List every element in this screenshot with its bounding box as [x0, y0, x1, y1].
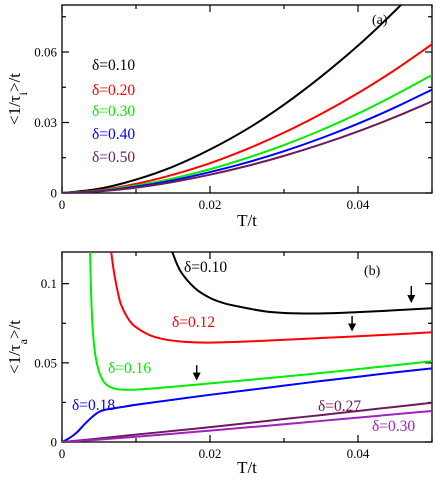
series-line-delta-0.27 — [62, 401, 432, 442]
x-tick-label: 0.02 — [199, 446, 222, 461]
y-tick-label: 0 — [51, 435, 58, 450]
legend-entry-delta-0.10: δ=0.10 — [92, 57, 135, 74]
panel-a-x-axis-label: T/t — [237, 211, 257, 230]
legend-entry-delta-0.40: δ=0.40 — [92, 126, 135, 143]
curve-label-delta-0.16: δ=0.16 — [108, 360, 151, 377]
series-line-delta-0.50 — [62, 100, 432, 193]
panel-b-arrows — [192, 286, 416, 381]
legend-entry-delta-0.50: δ=0.50 — [92, 149, 135, 166]
panel-a-label: (a) — [372, 13, 388, 28]
panel-a-ticks: 0 0.02 0.04 0 0.03 0.06 — [34, 5, 433, 212]
curve-label-delta-0.10: δ=0.10 — [184, 259, 227, 276]
series-line-delta-0.30 — [62, 409, 432, 442]
curve-label-delta-0.27: δ=0.27 — [318, 398, 361, 415]
x-tick-label: 0 — [59, 197, 66, 212]
panel-b-curve-labels: δ=0.10 δ=0.12 δ=0.16 δ=0.18 δ=0.27 δ=0.3… — [72, 259, 415, 435]
y-tick-label: 0.1 — [41, 276, 57, 291]
panel-b-frame — [61, 251, 433, 443]
y-tick-label: 0 — [51, 186, 58, 201]
x-tick-label: 0.04 — [347, 446, 370, 461]
y-tick-label: 0.05 — [34, 355, 57, 370]
y-tick-label: 0.06 — [34, 45, 57, 60]
series-line-delta-0.10 — [171, 252, 432, 315]
x-tick-label: 0.02 — [199, 197, 222, 212]
series-line-delta-0.20 — [62, 43, 432, 193]
x-tick-label: 0 — [59, 446, 66, 461]
panel-b-x-axis-label: T/t — [237, 458, 257, 477]
panel-b: 0 0.02 0.04 0 0.05 0.1 (b) δ=0.10 δ=0.12 δ=0.… — [5, 251, 433, 477]
panel-a-y-axis-label: <1/τi>/t — [5, 73, 30, 125]
curve-label-delta-0.30: δ=0.30 — [372, 418, 415, 435]
y-tick-label: 0.03 — [34, 115, 57, 130]
legend-entry-delta-0.20: δ=0.20 — [92, 82, 135, 99]
series-line-delta-0.10 — [62, 5, 403, 193]
series-line-delta-0.16 — [89, 252, 432, 391]
panel-b-series — [62, 252, 432, 442]
panel-a-legend: δ=0.10 δ=0.20 δ=0.30 δ=0.40 δ=0.50 — [92, 57, 135, 166]
legend-entry-delta-0.30: δ=0.30 — [92, 103, 135, 120]
x-tick-label: 0.04 — [347, 197, 370, 212]
panel-a: 0 0.02 0.04 0 0.03 0.06 (a) δ=0.10 δ=0.20 δ=0… — [5, 4, 433, 230]
panel-b-label: (b) — [364, 264, 381, 279]
series-line-delta-0.12 — [110, 252, 432, 344]
panel-b-ticks: 0 0.02 0.04 0 0.05 0.1 — [34, 252, 433, 461]
panel-a-series — [62, 5, 432, 193]
series-line-delta-0.18 — [62, 367, 432, 442]
curve-label-delta-0.18: δ=0.18 — [72, 397, 115, 414]
panel-b-y-axis-label: <1/τa>/t — [5, 320, 30, 374]
panel-a-frame — [61, 4, 433, 194]
curve-label-delta-0.12: δ=0.12 — [172, 314, 215, 331]
